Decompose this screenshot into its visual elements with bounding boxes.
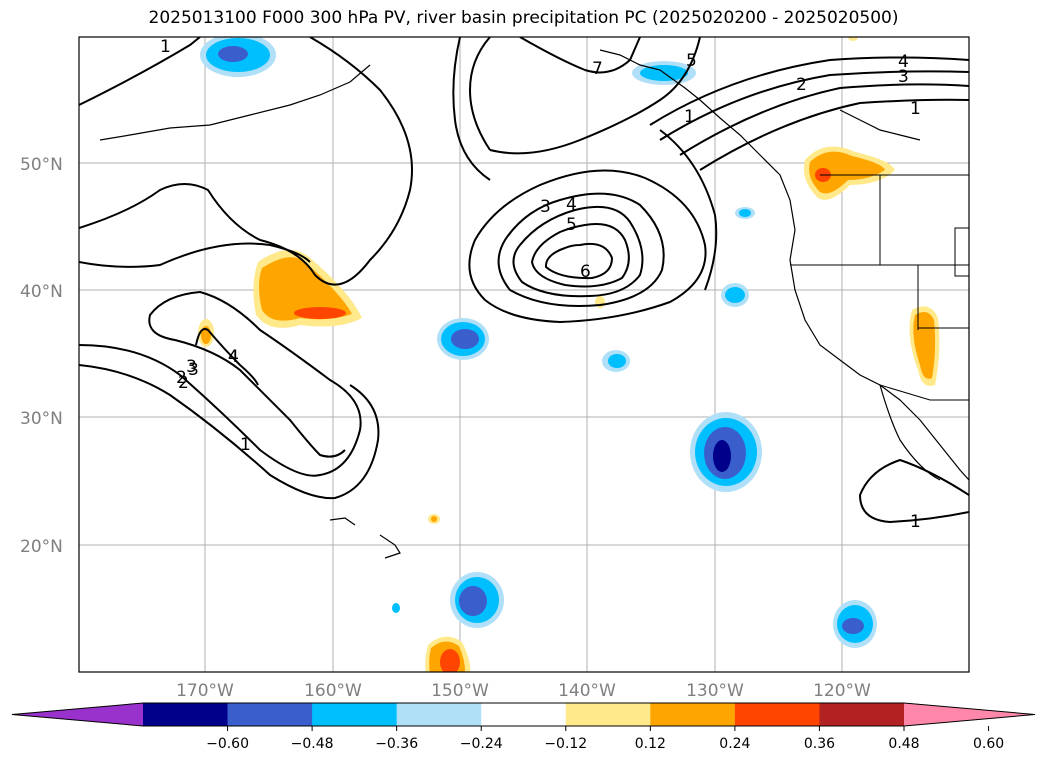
colorbar-outline xyxy=(11,702,1036,727)
contour-label: 3 xyxy=(898,67,909,87)
colorbar-segment xyxy=(481,703,567,726)
contour-label: 4 xyxy=(898,52,909,72)
pv-contours xyxy=(79,37,969,524)
colorbar-tick-label: −0.60 xyxy=(206,736,249,752)
lat-label: 30°N xyxy=(20,409,63,429)
colorbar-extend-low xyxy=(12,703,143,726)
contour-label: 1 xyxy=(160,37,171,57)
contour-label: 1 xyxy=(910,512,921,532)
map-border xyxy=(78,36,970,673)
colorbar-segment xyxy=(819,703,905,726)
lon-label: 130°W xyxy=(686,681,744,701)
contour-label: 2 xyxy=(178,373,189,393)
contour-label: 2 xyxy=(796,75,807,95)
colorbar-tick-label: −0.12 xyxy=(544,736,587,752)
colorbar-segment xyxy=(312,703,398,726)
lat-label: 50°N xyxy=(20,155,63,175)
colorbar-tick-label: 0.48 xyxy=(888,736,919,752)
colorbar-tick-label: −0.48 xyxy=(291,736,334,752)
precip-shading xyxy=(198,37,940,672)
colorbar-tick-label: −0.24 xyxy=(460,736,503,752)
colorbar-segment xyxy=(565,703,651,726)
colorbar-segment xyxy=(396,703,482,726)
contour-label: 7 xyxy=(592,59,603,79)
colorbar-tick-label: 0.24 xyxy=(719,736,750,752)
contour-label: 2 xyxy=(176,368,187,388)
contour-label: 3 xyxy=(188,360,199,380)
colorbar-tick-label: 0.60 xyxy=(973,736,1004,752)
contour-label-group: 1 3 2 4 7 5 4 3 2 1 3 4 5 6 1 2 3 4 1 1 xyxy=(160,37,921,532)
colorbar-segment xyxy=(143,703,229,726)
contour-label: 1 xyxy=(240,435,251,455)
colorbar: −0.60 −0.48 −0.36 −0.24 −0.12 0.12 0.24 0.36 0.4… xyxy=(11,702,1036,752)
contour-label: 5 xyxy=(566,215,577,235)
lon-label: 160°W xyxy=(304,681,362,701)
contour-label: 6 xyxy=(580,262,591,282)
lon-label: 170°W xyxy=(176,681,234,701)
contour-label: 5 xyxy=(686,51,697,71)
colorbar-tick-label: −0.36 xyxy=(375,736,418,752)
colorbar-tick-label: 0.12 xyxy=(635,736,666,752)
colorbar-segment xyxy=(734,703,820,726)
lat-label: 20°N xyxy=(20,537,63,557)
contour-label: 3 xyxy=(186,357,197,377)
lat-label: 40°N xyxy=(20,282,63,302)
contour-label: 1 xyxy=(684,107,695,127)
map-area xyxy=(79,37,969,672)
colorbar-tick-label: 0.36 xyxy=(804,736,835,752)
contour-label: 4 xyxy=(566,195,577,215)
coastlines xyxy=(99,49,969,559)
lon-label: 150°W xyxy=(431,681,489,701)
contour-label: 3 xyxy=(540,197,551,217)
lon-label: 120°W xyxy=(813,681,871,701)
contour-label: 1 xyxy=(910,99,921,119)
lon-label: 140°W xyxy=(558,681,616,701)
colorbar-segment xyxy=(650,703,736,726)
contour-label: 4 xyxy=(228,347,239,367)
colorbar-extend-high xyxy=(904,703,1035,726)
borders xyxy=(790,174,969,401)
contour-label: 4 xyxy=(228,347,239,367)
map-title: 2025013100 F000 300 hPa PV, river basin … xyxy=(148,8,899,28)
colorbar-segment xyxy=(227,703,313,726)
